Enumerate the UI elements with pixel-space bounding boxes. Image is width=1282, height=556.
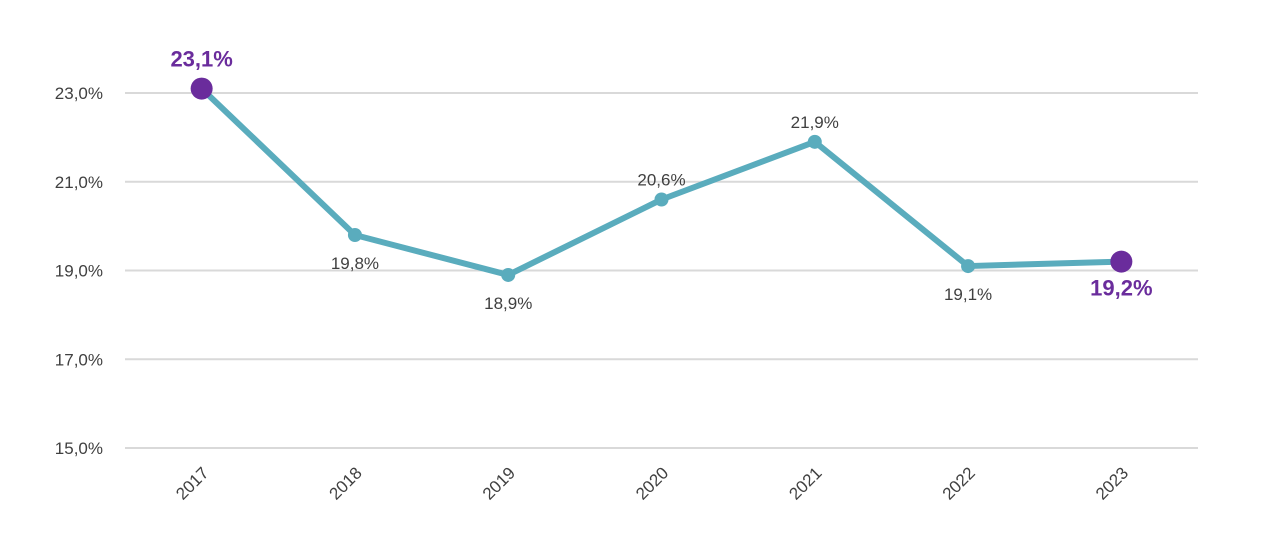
data-label: 18,9% xyxy=(484,294,532,313)
data-label: 23,1% xyxy=(170,47,232,72)
y-tick-label: 19,0% xyxy=(55,262,103,281)
x-tick-label: 2019 xyxy=(479,463,519,503)
x-tick-label: 2022 xyxy=(939,463,979,503)
x-tick-label: 2020 xyxy=(632,463,672,503)
y-tick-label: 15,0% xyxy=(55,439,103,458)
data-point-highlight xyxy=(1110,250,1133,273)
x-tick-label: 2017 xyxy=(172,463,212,503)
x-tick-label: 2023 xyxy=(1092,463,1132,503)
data-label: 21,9% xyxy=(791,113,839,132)
data-point xyxy=(347,228,362,242)
y-tick-label: 23,0% xyxy=(55,84,103,103)
data-labels: 23,1% 19,8% 18,9% 20,6% 21,9% 19,1% 19,2% xyxy=(170,47,1152,313)
data-label: 19,1% xyxy=(944,285,992,304)
data-label: 20,6% xyxy=(637,171,685,190)
y-tick-label: 17,0% xyxy=(55,350,103,369)
data-label: 19,8% xyxy=(331,254,379,273)
data-point xyxy=(654,192,669,207)
data-point-highlight xyxy=(190,77,213,100)
data-points xyxy=(190,77,1133,282)
x-tick-label: 2018 xyxy=(326,463,366,503)
y-axis-tick-labels: 15,0% 17,0% 19,0% 21,0% 23,0% xyxy=(55,84,103,458)
data-point xyxy=(961,259,976,274)
x-tick-label: 2021 xyxy=(785,463,825,503)
data-point xyxy=(501,267,516,282)
data-point xyxy=(807,134,822,149)
y-tick-label: 21,0% xyxy=(55,173,103,192)
x-axis-tick-labels: 2017 2018 2019 2020 2021 2022 2023 xyxy=(172,463,1132,503)
gridlines xyxy=(125,92,1198,449)
data-label: 19,2% xyxy=(1090,276,1152,301)
